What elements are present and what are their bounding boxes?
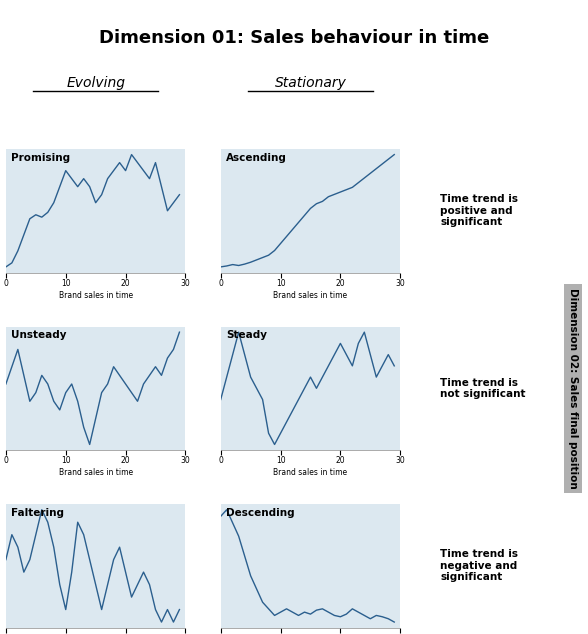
X-axis label: Brand sales in time: Brand sales in time [59, 290, 133, 299]
Text: Stationary: Stationary [275, 75, 346, 90]
Text: Descending: Descending [226, 508, 295, 518]
X-axis label: Brand sales in time: Brand sales in time [59, 468, 133, 477]
X-axis label: Brand sales in time: Brand sales in time [273, 290, 348, 299]
Text: Steady: Steady [226, 330, 267, 340]
Text: Dimension 01: Sales behaviour in time: Dimension 01: Sales behaviour in time [99, 29, 489, 48]
Text: Evolving: Evolving [66, 75, 125, 90]
Text: Unsteady: Unsteady [11, 330, 67, 340]
Text: Ascending: Ascending [226, 153, 287, 163]
Text: Time trend is
positive and
significant: Time trend is positive and significant [440, 194, 518, 228]
Text: Time trend is
not significant: Time trend is not significant [440, 377, 526, 399]
Text: Faltering: Faltering [11, 508, 64, 518]
X-axis label: Brand sales in time: Brand sales in time [273, 468, 348, 477]
Text: Time trend is
negative and
significant: Time trend is negative and significant [440, 549, 518, 583]
Text: Dimension 02: Sales final position: Dimension 02: Sales final position [568, 288, 578, 489]
Text: Promising: Promising [11, 153, 71, 163]
